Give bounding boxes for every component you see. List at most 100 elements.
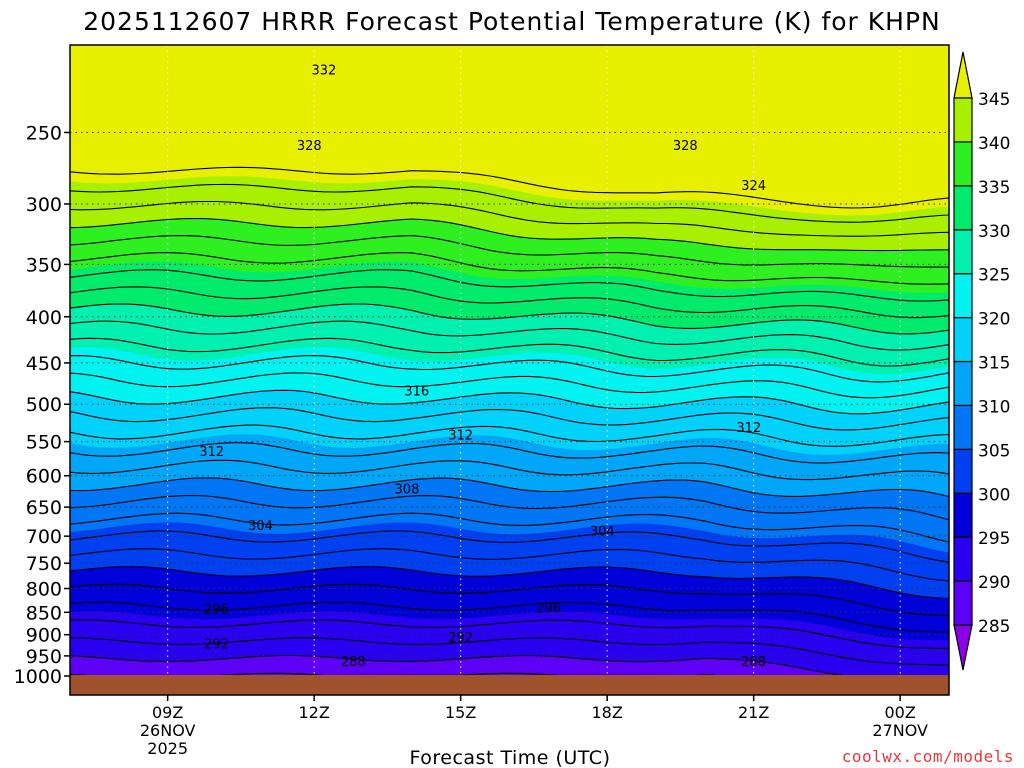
contour-labels: 332 328 328 324 316 312 312 312 308 304 304 296 296 2… <box>199 64 766 670</box>
contour-line <box>70 459 949 481</box>
contour-line <box>70 269 949 302</box>
contour-label: 304 <box>590 525 615 540</box>
colorbar-tick-label: 300 <box>978 485 1010 505</box>
contour-label: 296 <box>536 602 561 617</box>
contour-line <box>70 583 949 616</box>
contour-line <box>70 286 949 319</box>
colorbar-segment <box>953 448 973 494</box>
x-tick-label: 00Z <box>885 703 916 722</box>
y-tick-label: 600 <box>26 466 62 488</box>
contour-line <box>70 183 949 223</box>
source-credit: coolwx.com/models <box>842 747 1014 766</box>
contour-line <box>70 424 949 447</box>
colorbar-tick-label: 290 <box>978 573 1010 593</box>
contour-band <box>70 45 949 216</box>
colorbar-tick-label: 295 <box>978 529 1010 549</box>
colorbar: 285 290 295 300 305 310 315 320 325 330 335 340 345 <box>953 51 1010 671</box>
colorbar-tick-label: 325 <box>978 266 1010 286</box>
contour-line <box>70 337 949 367</box>
contour-label: 328 <box>673 139 698 154</box>
y-tick-label: 900 <box>26 625 62 647</box>
x-tick-label: 12Z <box>299 703 330 722</box>
y-tick-label: 850 <box>26 602 62 624</box>
contour-label: 288 <box>741 655 766 670</box>
colorbar-tick-label: 285 <box>978 617 1010 637</box>
y-tick-label: 550 <box>26 432 62 454</box>
colorbar-segment <box>953 536 973 582</box>
colorbar-tick-label: 335 <box>978 178 1010 198</box>
contour-line <box>70 565 949 600</box>
x-tick-label: 15Z <box>445 703 476 722</box>
x-axis-label: Forecast Time (UTC) <box>410 747 611 768</box>
colorbar-max-arrow <box>953 51 973 99</box>
colorbar-segment <box>953 229 973 275</box>
x-tick-label: 2025 <box>147 739 188 758</box>
contour-label: 308 <box>395 483 420 498</box>
contour-label: 312 <box>448 428 473 443</box>
contour-line <box>70 320 949 351</box>
colorbar-segment <box>953 185 973 231</box>
colorbar-tick-label: 340 <box>978 134 1010 154</box>
contour-line <box>70 217 949 252</box>
colorbar-segment <box>953 404 973 450</box>
contour-line <box>70 530 949 563</box>
contour-line <box>70 372 949 399</box>
colorbar-tick-label: 310 <box>978 397 1010 417</box>
contour-line <box>70 442 949 464</box>
contour-label: 296 <box>204 603 229 618</box>
y-tick-label: 450 <box>26 353 62 375</box>
y-tick-label: 700 <box>26 526 62 548</box>
contour-line <box>70 654 842 676</box>
x-tick-label: 18Z <box>592 703 623 722</box>
y-tick-label: 1000 <box>14 666 62 688</box>
contour-line <box>70 355 949 383</box>
colorbar-tick-label: 330 <box>978 222 1010 242</box>
contour-line <box>70 477 949 498</box>
contour-label: 332 <box>312 64 337 79</box>
y-tick-label: 350 <box>26 254 62 276</box>
chart-title: 2025112607 HRRR Forecast Potential Tempe… <box>83 7 941 36</box>
contour-label: 324 <box>741 179 766 194</box>
contour-label: 292 <box>448 631 473 646</box>
contour-line <box>70 235 949 268</box>
colorbar-segment <box>953 580 973 626</box>
contour-line <box>70 389 949 415</box>
contour-label: 312 <box>199 445 224 460</box>
contour-label: 292 <box>204 637 229 652</box>
colorbar-min-arrow <box>953 624 973 671</box>
contour-line <box>70 303 949 335</box>
y-tick-label: 250 <box>26 122 62 144</box>
contour-label: 304 <box>248 519 273 534</box>
plot-area: 332 328 328 324 316 312 312 312 308 304 304 296 296 2… <box>70 45 949 695</box>
contour-line <box>70 494 949 521</box>
colorbar-segment <box>953 273 973 319</box>
colorbar-tick-label: 305 <box>978 441 1010 461</box>
colorbar-segment <box>953 492 973 538</box>
contour-label: 328 <box>297 139 322 154</box>
grid-lines <box>70 45 949 677</box>
colorbar-segment <box>953 141 973 187</box>
y-tick-label: 650 <box>26 497 62 519</box>
contour-line <box>70 548 949 582</box>
pressure-axis: 2503003504004505005506006507007508008509… <box>14 122 70 688</box>
x-tick-label: 27NOV <box>872 721 928 740</box>
y-tick-label: 300 <box>26 194 62 216</box>
contour-line <box>70 512 949 543</box>
contour-label: 312 <box>736 421 761 436</box>
colorbar-tick-label: 320 <box>978 310 1010 330</box>
colorbar-segment <box>953 97 973 143</box>
colorbar-tick-label: 345 <box>978 90 1010 110</box>
contour-label: 316 <box>404 385 429 400</box>
x-tick-label: 09Z <box>152 703 183 722</box>
contour-label: 288 <box>341 655 366 670</box>
ground-surface <box>70 675 949 695</box>
y-tick-label: 750 <box>26 553 62 575</box>
contour-line <box>70 619 949 650</box>
y-tick-label: 500 <box>26 394 62 416</box>
contour-line <box>70 252 949 285</box>
y-tick-label: 950 <box>26 646 62 668</box>
contour-line <box>70 407 949 431</box>
contour-line <box>70 200 949 237</box>
contour-line <box>70 637 949 666</box>
